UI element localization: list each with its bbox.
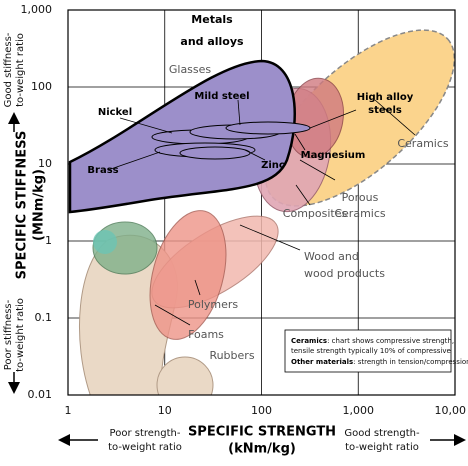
teal-region [93,230,117,254]
y-tick-label: 0.01 [28,388,53,401]
y-axis-label: SPECIFIC STIFFNESS [15,131,30,280]
y-tick-label: 0.1 [35,311,53,324]
region-label: Composites [283,207,348,220]
region-label: Foams [188,328,224,341]
region-label: Glasses [169,63,212,76]
region-label: Wood and [304,250,359,263]
y-tick-label: 1 [45,234,52,247]
y-tick-label: 100 [31,80,52,93]
region-label: Porous [342,191,379,204]
note-text: : chart shows compressive strength, [327,337,454,345]
x-tick-label: 10 [158,404,172,417]
region-label: Metals [191,13,233,26]
axis-labels: SPECIFIC STRENGTH (kNm/kg) SPECIFIC STIF… [15,131,337,457]
annotation: Good strength- [344,428,420,439]
x-tick-label: 1 [65,404,72,417]
annotation: Poor stiffness- [3,299,14,370]
annotation: Poor strength- [110,428,181,439]
x-tick-label: 10,00 [435,404,467,417]
x-tick-label: 100 [251,404,272,417]
region-label: Mild steel [194,91,249,102]
region-label: Nickel [98,107,132,118]
note-text: tensile strength typically 10% of compre… [291,347,451,355]
plot-frame [67,9,456,396]
region-label: and alloys [180,35,244,48]
svg-text:Other materials: strength in t: Other materials: strength in tension/com… [291,358,468,366]
y-tick-label: 10 [38,157,52,170]
note-label: Other materials [291,358,353,366]
annotation: to-weight ratio [108,442,182,453]
x-tick-label: 1,000 [343,404,375,417]
rubbers-region [156,356,214,395]
annotation: to-weight ratio [345,442,419,453]
polymers-region [149,210,227,340]
annotation: Good stiffness- [3,32,14,107]
region-label: Brass [87,165,118,176]
y-axis-label: (MNm/kg) [32,169,47,241]
note-text: : strength in tension/compression [353,358,468,366]
region-label: Magnesium [301,150,366,161]
region-label: Ceramics [334,207,386,220]
pointers [107,99,416,326]
note: Ceramics: chart shows compressive streng… [284,329,468,373]
annotations: Good stiffness- to-weight ratio Poor sti… [3,32,466,453]
region-labels: Metals and alloys Glasses Nickel Mild st… [87,13,449,362]
x-axis-label: SPECIFIC STRENGTH [188,425,336,440]
region-label: wood products [304,267,385,280]
region-label: High alloy [357,92,414,103]
region-label: steels [368,105,402,116]
steel-region [225,121,311,135]
svg-text:Ceramics: chart shows compress: Ceramics: chart shows compressive streng… [291,337,454,345]
y-tick-label: 1,000 [21,3,53,16]
x-axis-label: (kNm/kg) [228,442,296,457]
region-label: Zinc [261,160,285,171]
zinc-region [179,146,251,160]
note-label: Ceramics [291,337,327,345]
annotation: to-weight ratio [15,298,26,372]
annotation: to-weight ratio [15,33,26,107]
regions [68,29,455,395]
region-label: Rubbers [209,349,254,362]
region-label: Polymers [188,298,239,311]
region-label: Ceramics [397,137,449,150]
